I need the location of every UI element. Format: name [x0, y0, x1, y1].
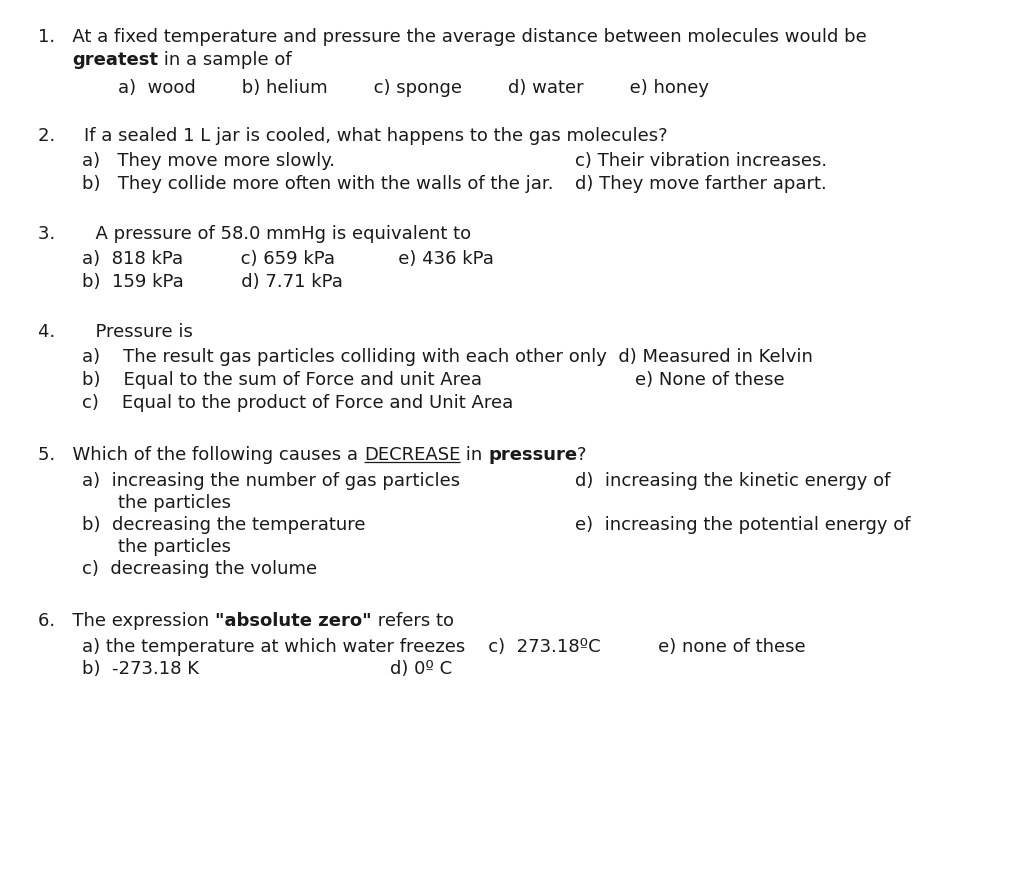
Text: in a sample of: in a sample of [158, 51, 292, 69]
Text: b)    Equal to the sum of Force and unit Area: b) Equal to the sum of Force and unit Ar… [82, 371, 482, 389]
Text: b)  159 kPa          d) 7.71 kPa: b) 159 kPa d) 7.71 kPa [82, 273, 343, 291]
Text: a)  818 kPa          c) 659 kPa           e) 436 kPa: a) 818 kPa c) 659 kPa e) 436 kPa [82, 250, 494, 268]
Text: a)   They move more slowly.: a) They move more slowly. [82, 152, 335, 170]
Text: b)  -273.18 K: b) -273.18 K [82, 660, 199, 678]
Text: c) Their vibration increases.: c) Their vibration increases. [575, 152, 827, 170]
Text: a)    The result gas particles colliding with each other only  d) Measured in Ke: a) The result gas particles colliding wi… [82, 348, 813, 366]
Text: a)  increasing the number of gas particles: a) increasing the number of gas particle… [82, 472, 460, 490]
Text: the particles: the particles [118, 538, 231, 556]
Text: DECREASE: DECREASE [364, 446, 460, 464]
Text: refers to: refers to [372, 612, 454, 630]
Text: b)   They collide more often with the walls of the jar.: b) They collide more often with the wall… [82, 175, 554, 193]
Text: 4.       Pressure is: 4. Pressure is [38, 323, 193, 341]
Text: e)  increasing the potential energy of: e) increasing the potential energy of [575, 516, 910, 534]
Text: 6.   The expression: 6. The expression [38, 612, 215, 630]
Text: d) They move farther apart.: d) They move farther apart. [575, 175, 826, 193]
Text: d)  increasing the kinetic energy of: d) increasing the kinetic energy of [575, 472, 891, 490]
Text: e) None of these: e) None of these [635, 371, 784, 389]
Text: ?: ? [578, 446, 587, 464]
Text: b)  decreasing the temperature: b) decreasing the temperature [82, 516, 366, 534]
Text: greatest: greatest [72, 51, 158, 69]
Text: 2.     If a sealed 1 L jar is cooled, what happens to the gas molecules?: 2. If a sealed 1 L jar is cooled, what h… [38, 127, 668, 145]
Text: a) the temperature at which water freezes    c)  273.18ºC          e) none of th: a) the temperature at which water freeze… [82, 638, 806, 656]
Text: in: in [460, 446, 488, 464]
Text: the particles: the particles [118, 494, 231, 512]
Text: d) 0º C: d) 0º C [390, 660, 453, 678]
Text: 1.   At a fixed temperature and pressure the average distance between molecules : 1. At a fixed temperature and pressure t… [38, 28, 866, 46]
Text: a)  wood        b) helium        c) sponge        d) water        e) honey: a) wood b) helium c) sponge d) water e) … [118, 79, 709, 97]
Text: c)    Equal to the product of Force and Unit Area: c) Equal to the product of Force and Uni… [82, 394, 513, 412]
Text: 5.   Which of the following causes a: 5. Which of the following causes a [38, 446, 364, 464]
Text: pressure: pressure [488, 446, 578, 464]
Text: c)  decreasing the volume: c) decreasing the volume [82, 560, 317, 578]
Text: "absolute zero": "absolute zero" [215, 612, 372, 630]
Text: 3.       A pressure of 58.0 mmHg is equivalent to: 3. A pressure of 58.0 mmHg is equivalent… [38, 225, 471, 243]
